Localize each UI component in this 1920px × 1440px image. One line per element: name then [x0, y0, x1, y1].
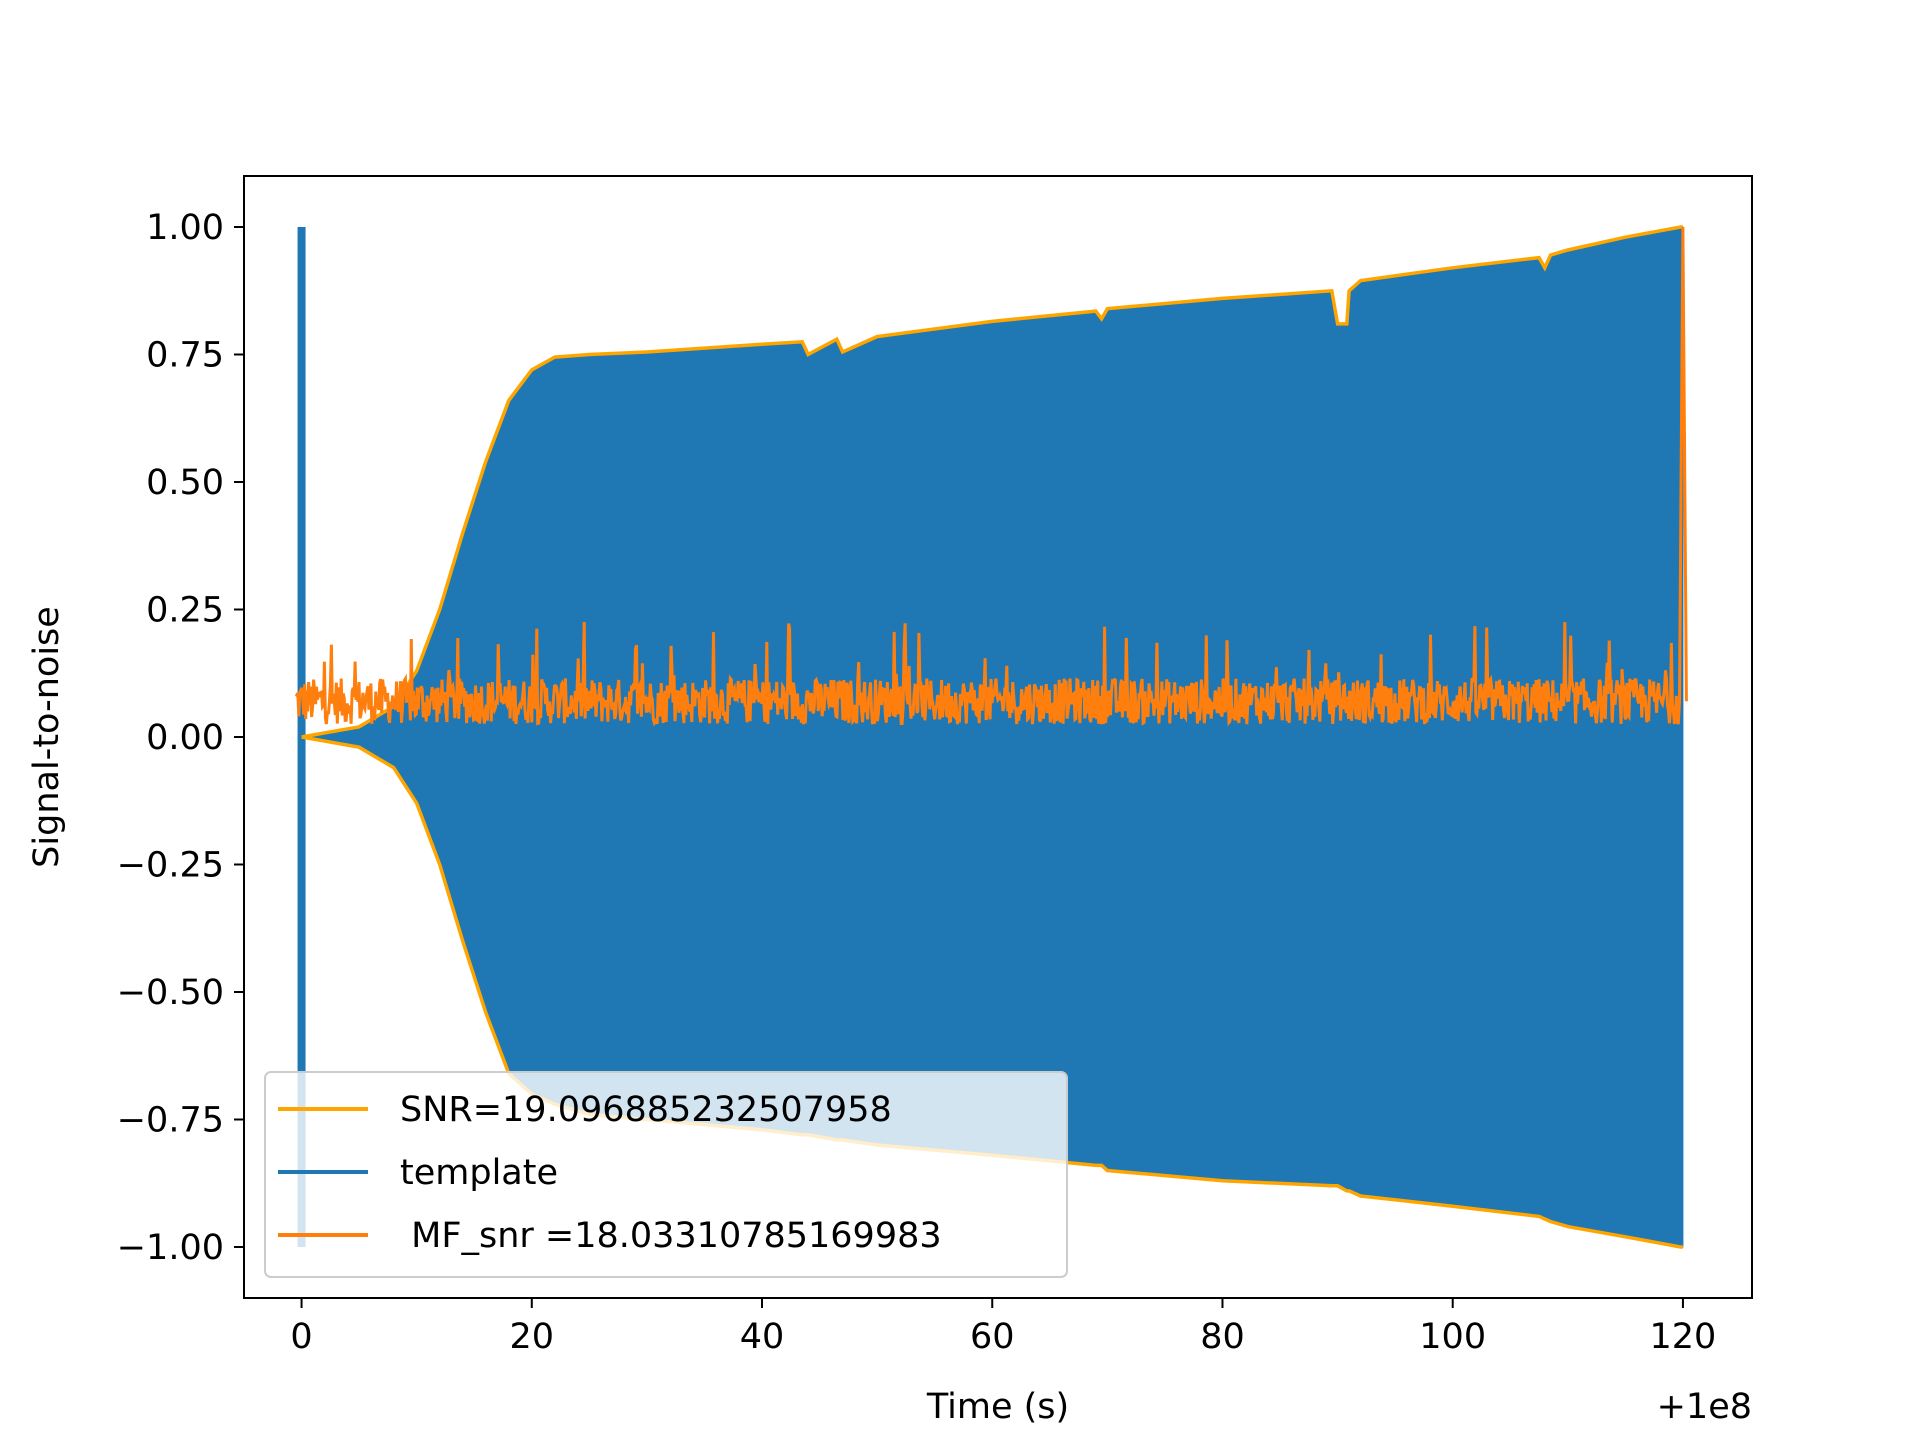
legend-label-template: template	[400, 1153, 558, 1193]
y-tick-label: −0.25	[117, 846, 224, 886]
y-tick-label: −1.00	[117, 1228, 224, 1268]
mf-snr-series	[294, 226, 1688, 727]
plot-area	[294, 225, 1688, 1249]
y-axis-label: Signal-to-noise	[27, 606, 67, 868]
y-tick-label: −0.75	[117, 1101, 224, 1141]
y-tick-label: 1.00	[146, 208, 224, 248]
x-tick-label: 120	[1650, 1317, 1717, 1357]
y-axis: 1.00 0.75 0.50 0.25 0.00 −0.25 −0.50 −0.75 −1.00	[117, 208, 244, 1268]
x-tick-label: 80	[1200, 1317, 1245, 1357]
x-axis: 0 20 40 60 80 100 120	[290, 1298, 1716, 1357]
x-axis-offset-label: +1e8	[1657, 1387, 1752, 1427]
legend: SNR=19.096885232507958 template MF_snr =…	[264, 1071, 1068, 1278]
x-tick-label: 40	[740, 1317, 785, 1357]
legend-label-mf-snr: MF_snr =18.03310785169983	[400, 1216, 942, 1256]
y-tick-label: 0.50	[146, 463, 224, 503]
snr-envelope-upper	[301, 225, 1683, 739]
x-axis-label: Time (s)	[926, 1387, 1069, 1427]
x-tick-label: 60	[970, 1317, 1015, 1357]
y-tick-label: 0.00	[146, 718, 224, 758]
x-tick-label: 100	[1419, 1317, 1486, 1357]
y-tick-label: −0.50	[117, 973, 224, 1013]
legend-box	[264, 1071, 1068, 1278]
x-tick-label: 20	[510, 1317, 555, 1357]
x-tick-label: 0	[290, 1317, 312, 1357]
template-spike	[297, 227, 306, 1247]
y-tick-label: 0.75	[146, 336, 224, 376]
y-tick-label: 0.25	[146, 591, 224, 631]
legend-label-snr: SNR=19.096885232507958	[400, 1090, 892, 1130]
